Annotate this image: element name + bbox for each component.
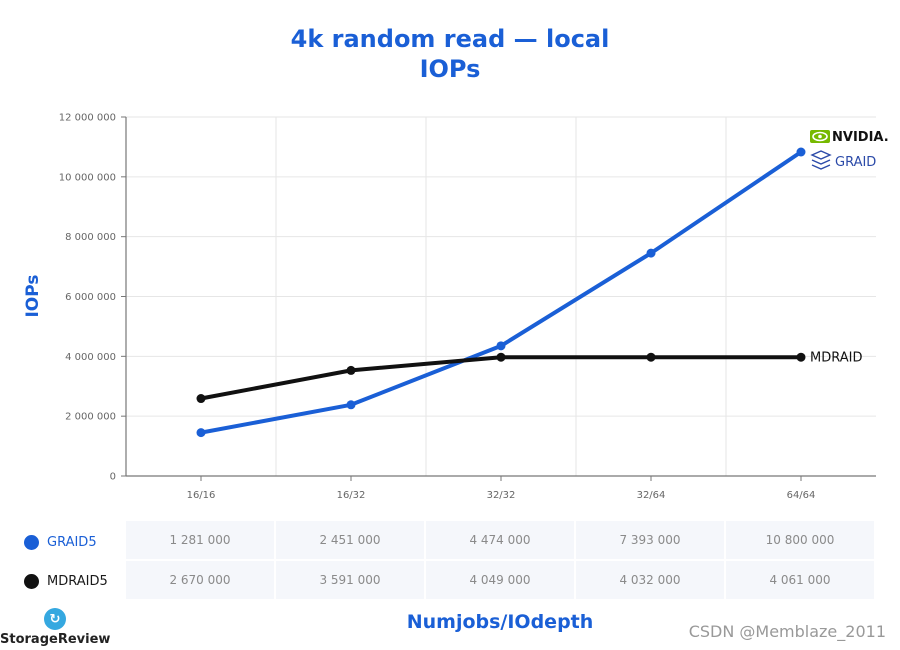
watermark: CSDN @Memblaze_2011 bbox=[688, 622, 886, 641]
table-cell: 2 451 000 bbox=[276, 521, 426, 561]
series-line-mdraid bbox=[200, 355, 801, 401]
data-point-graid bbox=[346, 400, 356, 410]
table-cell: 4 032 000 bbox=[576, 561, 726, 601]
graid-stack-icon bbox=[810, 150, 832, 170]
x-tick-label: 16/32 bbox=[337, 490, 366, 501]
mdraid5-dot-icon bbox=[24, 573, 39, 589]
graid5-label: GRAID5 bbox=[47, 534, 97, 550]
table-cell: 1 281 000 bbox=[126, 521, 276, 561]
y-tick-label: 10 000 000 bbox=[59, 172, 116, 183]
y-tick-label: 8 000 000 bbox=[65, 232, 116, 243]
table-cell: 4 049 000 bbox=[426, 561, 576, 601]
y-axis-label: IOPs bbox=[23, 274, 43, 317]
table-cell: 7 393 000 bbox=[576, 521, 726, 561]
y-tick-label: 2 000 000 bbox=[65, 412, 116, 423]
y-tick-label: 12 000 000 bbox=[59, 113, 116, 124]
table-cell: 4 474 000 bbox=[426, 521, 576, 561]
graid-logo: GRAID bbox=[810, 150, 876, 170]
mdraid-series-label: MDRAID bbox=[810, 351, 862, 366]
x-tick-label: 16/16 bbox=[187, 490, 216, 501]
chart-title-line1: 4k random read — local bbox=[290, 25, 610, 53]
data-point-mdraid bbox=[796, 352, 806, 362]
table-cell: 10 800 000 bbox=[726, 521, 876, 561]
table-cell: 2 670 000 bbox=[126, 561, 276, 601]
table-cell: 4 061 000 bbox=[726, 561, 876, 601]
data-point-mdraid bbox=[346, 365, 356, 375]
data-point-mdraid bbox=[646, 352, 656, 362]
data-point-graid bbox=[646, 248, 656, 258]
storagereview-logo: ↻ StorageReview bbox=[0, 608, 110, 647]
y-tick-label: 6 000 000 bbox=[65, 292, 116, 303]
graid5-dot-icon bbox=[24, 534, 39, 550]
nvidia-logo: NVIDIA. bbox=[810, 130, 889, 145]
data-point-mdraid bbox=[496, 352, 506, 362]
graid-logo-text: GRAID bbox=[835, 155, 876, 170]
storagereview-icon: ↻ bbox=[44, 608, 66, 630]
series-line-graid bbox=[200, 150, 803, 435]
x-tick-label: 64/64 bbox=[787, 490, 816, 501]
data-point-graid bbox=[796, 147, 806, 157]
table-row-legend-graid5: GRAID5 bbox=[24, 532, 97, 552]
nvidia-logo-text: NVIDIA. bbox=[832, 130, 889, 145]
table-row: 1 281 000 2 451 000 4 474 000 7 393 000 … bbox=[126, 521, 876, 561]
line-chart: 0 2 000 000 4 000 000 6 000 000 8 000 000 10 … bbox=[23, 113, 889, 502]
table-row: 2 670 000 3 591 000 4 049 000 4 032 000 … bbox=[126, 561, 876, 601]
x-tick-label: 32/64 bbox=[637, 490, 666, 501]
y-tick-label: 4 000 000 bbox=[65, 352, 116, 363]
chart-title-line2: IOPs bbox=[419, 55, 481, 83]
data-point-graid bbox=[496, 341, 506, 351]
y-tick-label: 0 bbox=[110, 472, 116, 483]
x-axis-label: Numjobs/IOdepth bbox=[406, 611, 594, 633]
table-row-legend-mdraid5: MDRAID5 bbox=[24, 571, 108, 591]
table-cell: 3 591 000 bbox=[276, 561, 426, 601]
data-point-mdraid bbox=[196, 394, 206, 404]
storagereview-text: StorageReview bbox=[0, 632, 111, 647]
data-point-graid bbox=[196, 428, 206, 438]
data-table: 1 281 000 2 451 000 4 474 000 7 393 000 … bbox=[126, 521, 876, 601]
x-tick-label: 32/32 bbox=[487, 490, 516, 501]
mdraid5-label: MDRAID5 bbox=[47, 573, 108, 589]
nvidia-eye-icon bbox=[810, 130, 830, 143]
